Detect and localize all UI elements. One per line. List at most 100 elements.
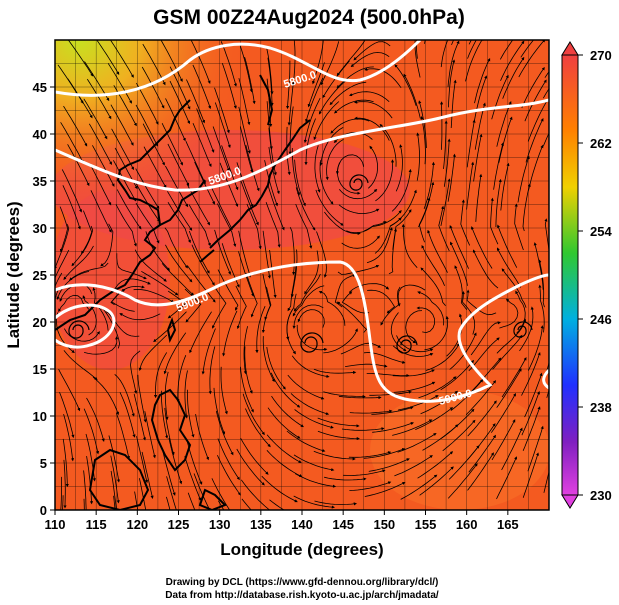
streamline [192,123,212,168]
y-tick-label: 40 [33,127,47,142]
streamline [349,409,393,414]
streamline [82,295,97,336]
streamline [240,479,273,510]
streamline [55,224,70,270]
vortex-far-east [513,321,533,338]
streamline [499,298,519,329]
contours [55,40,549,403]
streamline [420,390,459,415]
streamline [334,274,357,308]
streamline [164,407,175,456]
streamline [133,393,147,441]
streamline [341,291,370,314]
streamline [417,451,454,479]
streamline [349,283,390,293]
streamline [55,272,63,288]
streamline [418,181,435,228]
x-tick-label: 110 [45,517,66,532]
streamline [55,249,70,280]
streamline [491,74,509,120]
streamline [134,491,139,510]
streamline [521,351,541,396]
streamline [134,249,167,282]
coast-asia [55,99,191,331]
streamline [107,63,132,104]
streamline [59,206,69,253]
streamline [474,57,491,104]
streamline [471,226,493,269]
streamline [454,265,468,311]
streamline [338,395,382,400]
streamline [63,413,75,462]
streamline [346,221,387,234]
streamline [418,376,457,399]
streamline [266,46,274,95]
streamline [134,181,160,222]
streamline [288,106,294,155]
contour-5900 [55,260,549,403]
streamline [267,407,301,439]
colorbar-tick-label: 270 [590,48,612,63]
streamline [447,153,456,202]
streamline [474,102,486,150]
streamline [473,75,488,122]
streamline [319,160,334,205]
streamline [440,408,475,440]
streamline [201,328,216,375]
streamline [368,145,379,189]
streamline [496,247,522,288]
streamline [240,181,259,226]
chart-title: GSM 00Z24Aug2024 (500.0hPa) [153,6,465,29]
streamline [222,310,238,357]
streamline [62,185,81,230]
x-tick-label: 145 [332,517,354,532]
streamline [318,290,346,326]
streamline [238,106,251,154]
streamline [59,392,75,439]
streamline [305,77,324,123]
streamline [63,459,67,509]
streamline [519,306,534,352]
streamline [167,290,187,319]
streamline [363,448,406,459]
y-tick-label: 5 [40,456,47,471]
streamline [545,360,549,374]
streamline [63,245,94,281]
streamline [217,455,241,496]
streamline [292,285,325,317]
streamline [287,264,297,312]
streamline [217,269,239,311]
streamline [364,67,402,89]
streamline [491,419,516,461]
streamline [401,223,418,268]
streamline [62,495,64,510]
streamline [290,393,330,416]
x-tick-label: 115 [86,517,107,532]
coast-borneo [88,448,150,510]
streamline [220,366,228,415]
streamline [216,203,237,248]
streamline [348,451,392,458]
streamline [111,128,134,171]
streamline [527,425,544,472]
y-tick-label: 15 [33,362,47,377]
streamline [262,336,275,383]
streamline [176,355,187,403]
streamline [317,430,360,441]
streamline [239,45,253,93]
streamline [90,190,112,233]
streamline [108,435,121,483]
streamline [214,102,231,149]
colorbar-body [561,54,579,496]
streamline [496,368,522,408]
streamline [304,250,319,295]
streamline [96,40,120,75]
streamline [522,406,541,451]
streamline [293,454,335,472]
streamline [109,40,134,78]
streamline [491,5,520,39]
streamline [339,188,378,200]
streamline [542,132,549,147]
streamline [63,350,98,381]
streamline [185,141,206,185]
